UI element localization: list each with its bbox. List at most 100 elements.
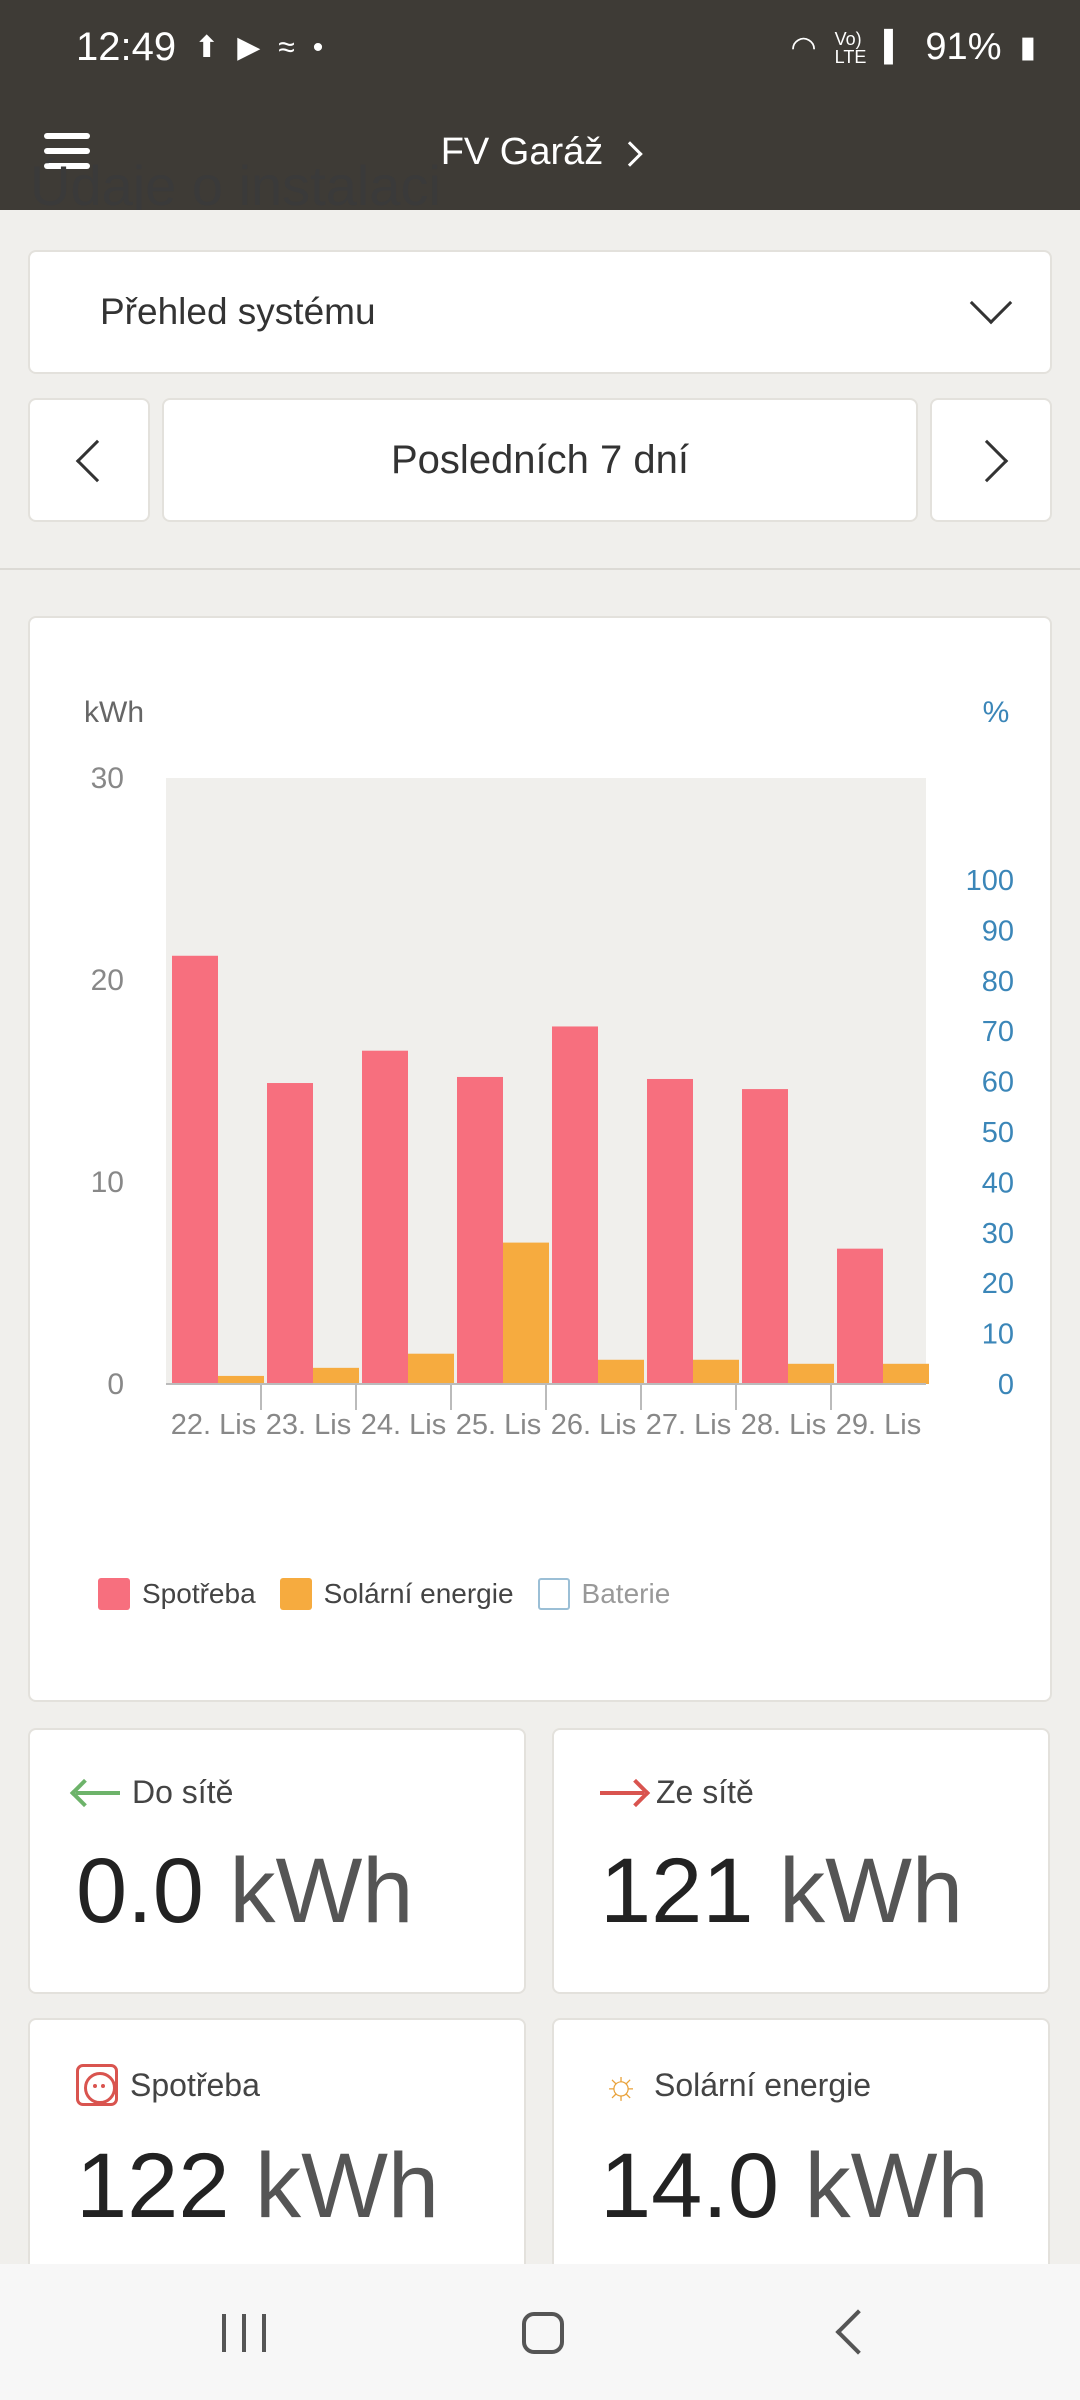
bar-consumption bbox=[742, 1089, 788, 1384]
stat-number: 14.0 bbox=[600, 2135, 780, 2237]
volte-icon: Vo) LTE bbox=[834, 28, 867, 67]
chevron-right-icon bbox=[965, 439, 1009, 483]
stat-label-text: Ze sítě bbox=[656, 1774, 754, 1810]
energy-chart[interactable]: kWh % 0 10 20 30 0 10 20 30 40 50 60 70 80 90 100 22. Lis… bbox=[30, 618, 1050, 1700]
y2-tick-label: 80 bbox=[982, 966, 1014, 998]
y-axis-label: kWh bbox=[84, 696, 144, 729]
stat-number: 0.0 bbox=[76, 1840, 204, 1942]
y2-tick-label: 70 bbox=[982, 1016, 1014, 1048]
hamburger-line bbox=[44, 148, 90, 154]
status-bar: 12:49 ⬆ ▶ ≈ • ◠ Vo) LTE ▍ 91% ▮ bbox=[0, 0, 1080, 95]
stat-label: ☼ Solární energie bbox=[600, 2064, 1002, 2106]
dropdown-value: Přehled systému bbox=[100, 291, 376, 332]
chart-card: kWh% 0 10 20 30 0 10 20 30 40 50 60 70 80 90 100 22. Lis… bbox=[28, 616, 1052, 1702]
y-tick-label: 10 bbox=[91, 1166, 124, 1199]
satellite-icon: ≈ bbox=[278, 30, 295, 64]
x-tick-label: 28. Lis bbox=[741, 1409, 826, 1441]
youtube-icon: ▶ bbox=[237, 31, 261, 64]
bar-solar bbox=[788, 1363, 834, 1384]
stat-label: Spotřeba bbox=[76, 2064, 478, 2106]
menu-button[interactable] bbox=[44, 121, 92, 181]
hamburger-icon bbox=[44, 133, 90, 139]
home-button[interactable] bbox=[522, 2312, 564, 2354]
stat-card-to-grid[interactable]: Do sítě 0.0 kWh bbox=[28, 1728, 526, 1994]
y2-tick-label: 90 bbox=[982, 915, 1014, 947]
stat-card-consumption[interactable]: Spotřeba 122 kWh bbox=[28, 2018, 526, 2284]
chevron-right-icon bbox=[617, 140, 644, 167]
stat-value: 122 kWh bbox=[76, 2134, 478, 2239]
previous-period-button[interactable] bbox=[28, 398, 150, 522]
bar-consumption bbox=[837, 1248, 883, 1384]
legend-swatch-solar bbox=[279, 1578, 312, 1610]
stat-label: Ze sítě bbox=[600, 1774, 1002, 1811]
bar-consumption bbox=[457, 1076, 503, 1384]
wifi-icon: ◠ bbox=[790, 31, 817, 64]
bar-consumption bbox=[172, 955, 218, 1384]
bar-solar bbox=[693, 1359, 739, 1384]
stat-card-from-grid[interactable]: Ze sítě 121 kWh bbox=[552, 1728, 1050, 1994]
legend-item-solar[interactable]: Solární energie bbox=[279, 1578, 514, 1610]
bar-consumption bbox=[362, 1050, 408, 1384]
stat-label: Do sítě bbox=[76, 1774, 478, 1811]
stat-unit: kWh bbox=[804, 2135, 989, 2237]
app-bar: FV Garáž bbox=[0, 95, 1080, 210]
stat-number: 121 bbox=[600, 1840, 754, 1942]
stat-unit: kWh bbox=[779, 1840, 964, 1942]
stat-unit: kWh bbox=[255, 2135, 440, 2237]
hamburger-line bbox=[44, 163, 90, 169]
divider bbox=[0, 568, 1080, 570]
system-nav-bar bbox=[0, 2264, 1080, 2400]
arrow-left-icon bbox=[76, 1790, 120, 1795]
socket-icon bbox=[76, 2064, 118, 2106]
stat-label-text: Do sítě bbox=[132, 1774, 234, 1810]
battery-level: 91% bbox=[925, 26, 1002, 68]
y-tick-label: 30 bbox=[91, 762, 124, 795]
period-label: Posledních 7 dní bbox=[391, 437, 689, 482]
chevron-left-icon bbox=[75, 439, 119, 483]
stat-unit: kWh bbox=[229, 1840, 414, 1942]
legend-item-consumption[interactable]: Spotřeba bbox=[98, 1578, 256, 1610]
x-tick-label: 24. Lis bbox=[361, 1409, 446, 1441]
app-title: FV Garáž bbox=[440, 131, 604, 173]
shoe-icon: ⬆ bbox=[194, 31, 220, 64]
stat-value: 14.0 kWh bbox=[600, 2134, 1002, 2239]
bar-consumption bbox=[267, 1083, 313, 1384]
recents-icon-line bbox=[242, 2314, 246, 2352]
x-tick-label: 27. Lis bbox=[646, 1409, 731, 1441]
bar-consumption bbox=[552, 1026, 598, 1384]
dot-icon: • bbox=[312, 30, 324, 64]
x-tick-label: 23. Lis bbox=[266, 1409, 351, 1441]
x-tick-label: 26. Lis bbox=[551, 1409, 636, 1441]
bar-solar bbox=[883, 1363, 929, 1384]
chevron-down-icon bbox=[969, 281, 1013, 325]
status-left: 12:49 ⬆ ▶ ≈ • bbox=[76, 25, 323, 70]
stat-label-text: Solární energie bbox=[654, 2066, 872, 2103]
stat-label-text: Spotřeba bbox=[130, 2066, 260, 2103]
x-tick-label: 25. Lis bbox=[456, 1409, 541, 1441]
stat-card-solar[interactable]: ☼ Solární energie 14.0 kWh bbox=[552, 2018, 1050, 2284]
y2-tick-label: 60 bbox=[982, 1067, 1014, 1099]
next-period-button[interactable] bbox=[930, 398, 1052, 522]
period-selector[interactable]: Posledních 7 dní bbox=[162, 398, 918, 522]
legend-label: Baterie bbox=[581, 1578, 671, 1609]
stat-value: 0.0 kWh bbox=[76, 1839, 478, 1944]
page-heading: Údaje o instalaci bbox=[30, 158, 441, 210]
y-tick-label: 20 bbox=[91, 964, 124, 997]
recents-button[interactable] bbox=[222, 2314, 266, 2352]
signal-icon: ▍ bbox=[884, 31, 908, 64]
y2-tick-label: 30 bbox=[982, 1218, 1014, 1250]
bar-solar bbox=[503, 1242, 549, 1384]
legend-label: Solární energie bbox=[323, 1578, 514, 1609]
bar-consumption bbox=[647, 1078, 693, 1384]
y-tick-label: 0 bbox=[107, 1368, 124, 1401]
legend-item-battery[interactable]: Baterie bbox=[537, 1578, 671, 1610]
x-tick-label: 22. Lis bbox=[171, 1409, 256, 1441]
bar-solar bbox=[218, 1375, 264, 1384]
back-button[interactable] bbox=[835, 2309, 881, 2355]
y2-axis-label: % bbox=[983, 696, 1010, 729]
view-dropdown[interactable]: Přehled systému bbox=[28, 250, 1052, 374]
legend-label: Spotřeba bbox=[142, 1578, 256, 1609]
legend-swatch-battery bbox=[537, 1578, 570, 1610]
chart-legend: Spotřeba Solární energie Baterie bbox=[98, 1578, 670, 1610]
installation-title-button[interactable]: FV Garáž bbox=[440, 131, 644, 174]
